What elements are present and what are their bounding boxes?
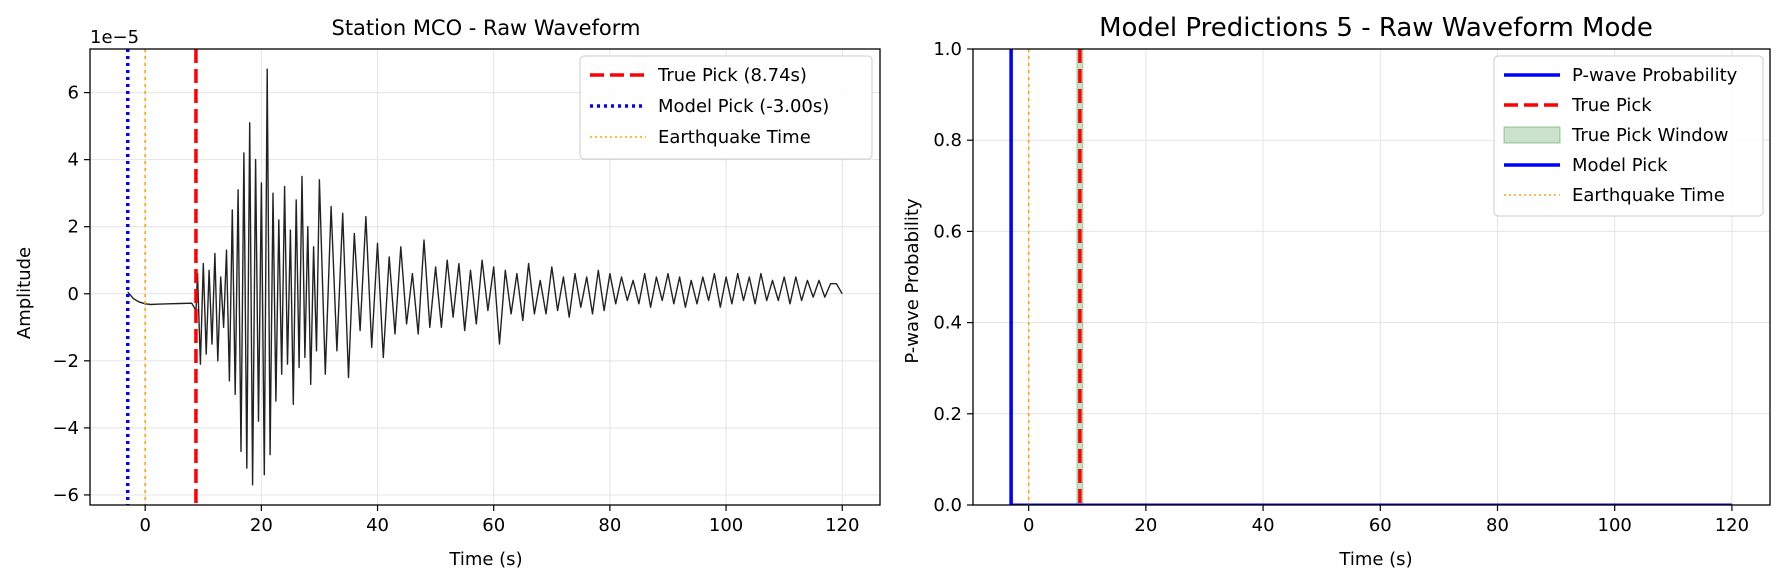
waveform-xlabel: Time (s)	[448, 549, 522, 570]
x-tick-label: 100	[1598, 515, 1632, 536]
x-tick-label: 0	[139, 515, 150, 536]
y-tick-label: 6	[68, 83, 79, 104]
predictions-xlabel: Time (s)	[1338, 549, 1412, 570]
y-tick-label: 0.2	[933, 404, 962, 425]
x-tick-label: 80	[598, 515, 621, 536]
y-tick-label: −4	[52, 418, 79, 439]
legend-label: True Pick	[1571, 95, 1652, 116]
legend-label: P-wave Probability	[1572, 65, 1738, 86]
y-tick-label: −6	[52, 485, 79, 506]
x-tick-label: 0	[1023, 515, 1034, 536]
legend-label: Model Pick	[1572, 155, 1668, 176]
x-tick-label: 60	[1369, 515, 1392, 536]
y-tick-label: 0.0	[933, 495, 962, 516]
legend-label: Model Pick (-3.00s)	[658, 96, 829, 117]
y-tick-label: 0.6	[933, 221, 962, 242]
legend: P-wave Probability True Pick True Pick Win…	[1493, 55, 1764, 217]
plot-frame	[972, 48, 1771, 506]
x-tick-label: 100	[709, 515, 743, 536]
legend-label: Earthquake Time	[1572, 185, 1725, 206]
y-tick-label: 0	[68, 284, 79, 305]
plot-frame	[89, 48, 881, 506]
waveform-title: Station MCO - Raw Waveform	[331, 16, 640, 40]
y-tick-label: 4	[68, 150, 79, 171]
y-tick-label: 1.0	[933, 39, 962, 60]
x-tick-label: 120	[1715, 515, 1749, 536]
predictions-title: Model Predictions 5 - Raw Waveform Mode	[1099, 13, 1653, 43]
x-tick-label: 40	[366, 515, 389, 536]
legend-label: Earthquake Time	[658, 127, 811, 148]
plot-content	[1009, 49, 1732, 505]
waveform-ylabel: Amplitude	[14, 247, 35, 339]
x-tick-label: 60	[482, 515, 505, 536]
x-tick-label: 20	[250, 515, 273, 536]
x-tick-label: 80	[1486, 515, 1509, 536]
waveform-panel: Station MCO - Raw Waveform 1e−5 Time (s)…	[14, 16, 881, 570]
y-tick-label: 2	[68, 217, 79, 238]
x-tick-label: 120	[825, 515, 859, 536]
x-tick-label: 40	[1252, 515, 1275, 536]
y-tick-label: −2	[52, 351, 79, 372]
plot-content	[126, 49, 843, 505]
waveform-line	[127, 68, 843, 486]
legend-label: True Pick Window	[1571, 125, 1728, 146]
legend-box	[579, 55, 873, 160]
y-tick-label: 0.8	[933, 130, 962, 151]
legend-swatch	[1503, 126, 1561, 144]
x-tick-label: 20	[1134, 515, 1157, 536]
predictions-panel: Model Predictions 5 - Raw Waveform Mode …	[902, 13, 1771, 570]
legend-box	[1493, 55, 1764, 217]
predictions-ylabel: P-wave Probability	[902, 198, 923, 364]
legend-label: True Pick (8.74s)	[657, 65, 807, 86]
y-tick-label: 0.4	[933, 313, 962, 334]
waveform-y-offset: 1e−5	[90, 27, 139, 48]
legend: True Pick (8.74s) Model Pick (-3.00s) Eart…	[579, 55, 873, 160]
